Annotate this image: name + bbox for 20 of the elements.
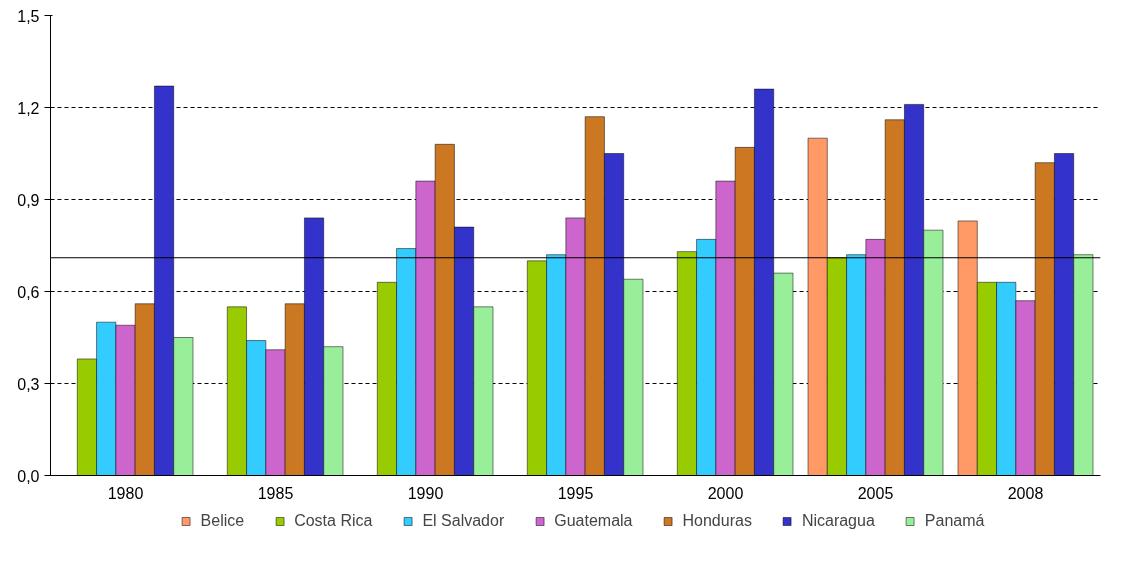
legend-label: Costa Rica: [294, 512, 373, 530]
x-tick-label: 2005: [857, 484, 894, 502]
y-tick-label: 1,2: [17, 99, 40, 117]
x-tick-label: 1980: [107, 484, 144, 502]
legend-label: El Salvador: [422, 512, 505, 530]
x-tick-label: 1985: [257, 484, 294, 502]
x-tick-label: 1990: [407, 484, 444, 502]
legend-label: Honduras: [682, 512, 752, 530]
legend-label: Nicaragua: [801, 512, 875, 530]
legend-label: Guatemala: [554, 512, 633, 530]
x-tick-label: 2008: [1007, 484, 1044, 502]
y-tick-label: 0,3: [17, 375, 40, 393]
y-tick-label: 0,9: [17, 191, 40, 209]
y-tick-label: 0,6: [17, 283, 40, 301]
legend-label: Panamá: [924, 512, 985, 530]
x-tick-label: 1995: [557, 484, 594, 502]
x-tick-label: 2000: [707, 484, 744, 502]
y-tick-label: 1,5: [17, 7, 40, 25]
y-tick-label: 0,0: [17, 467, 40, 485]
legend-label: Belice: [200, 512, 245, 530]
